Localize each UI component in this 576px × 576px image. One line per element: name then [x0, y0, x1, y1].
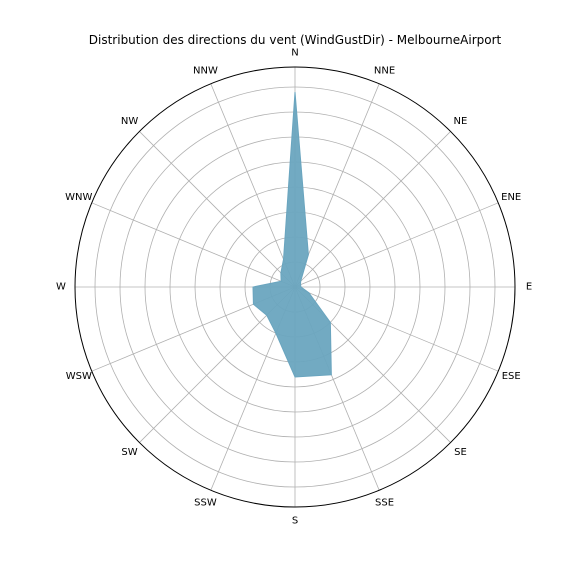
grid-spoke-nw [139, 131, 295, 287]
data-point-nne [307, 253, 310, 256]
grid-spoke-ene [295, 203, 498, 287]
grid-spoke-ne [295, 131, 451, 287]
direction-label-sse: SSE [375, 498, 394, 509]
direction-label-ne: NE [454, 116, 468, 127]
direction-label-se: SE [454, 447, 467, 458]
data-point-se [329, 321, 332, 324]
direction-label-nnw: NNW [193, 65, 218, 76]
direction-label-ssw: SSW [194, 498, 217, 509]
grid-spoke-nnw [211, 84, 295, 287]
direction-label-ene: ENE [501, 192, 521, 203]
data-point-nw [279, 271, 282, 274]
data-point-ssw [274, 332, 277, 335]
wind-direction-area [253, 92, 331, 377]
direction-label-w: W [56, 282, 66, 293]
data-point-n [294, 91, 297, 94]
data-point-nnw [282, 258, 285, 261]
data-point-sw [265, 314, 268, 317]
data-area-layer [252, 91, 333, 379]
direction-label-ese: ESE [502, 371, 521, 382]
direction-label-wnw: WNW [65, 192, 92, 203]
direction-label-n: N [291, 48, 298, 59]
direction-label-sw: SW [121, 447, 137, 458]
direction-label-e: E [526, 282, 532, 293]
data-point-w [252, 286, 255, 289]
data-point-sse [330, 373, 333, 376]
data-point-ese [307, 291, 310, 294]
data-point-wsw [252, 303, 255, 306]
direction-label-nne: NNE [374, 65, 395, 76]
data-point-ne [299, 280, 302, 283]
data-point-e [300, 286, 303, 289]
direction-label-nw: NW [121, 116, 138, 127]
data-point-wnw [280, 280, 283, 283]
grid-spoke-wnw [92, 203, 295, 287]
direction-label-s: S [292, 516, 298, 527]
chart-title: Distribution des directions du vent (Win… [89, 33, 502, 47]
data-point-s [294, 376, 297, 379]
direction-label-wsw: WSW [66, 371, 92, 382]
